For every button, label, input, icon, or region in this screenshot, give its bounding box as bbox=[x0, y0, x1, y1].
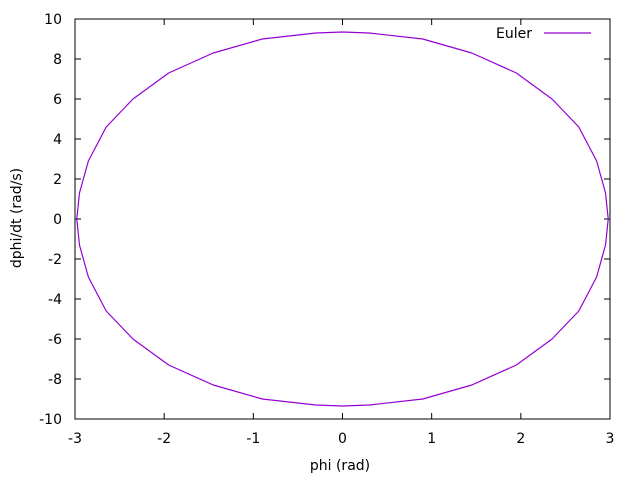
y-axis-label: dphi/dt (rad/s) bbox=[9, 168, 25, 268]
x-axis-label: phi (rad) bbox=[310, 458, 370, 474]
x-tick-label: 0 bbox=[338, 431, 347, 447]
series-layer bbox=[76, 31, 609, 407]
y-tick-label: 0 bbox=[53, 212, 62, 228]
plot-frame bbox=[74, 18, 611, 420]
y-tick-label: -2 bbox=[48, 252, 62, 268]
legend-label-euler: Euler bbox=[496, 26, 532, 42]
y-tick-label: 2 bbox=[53, 172, 62, 188]
y-tick-label: 8 bbox=[53, 52, 62, 68]
x-tick-label: -3 bbox=[68, 431, 82, 447]
x-tick-label: 3 bbox=[606, 431, 615, 447]
y-tick-label: -10 bbox=[39, 412, 62, 428]
y-tick-label: -8 bbox=[48, 372, 62, 388]
x-tick-label: 1 bbox=[427, 431, 436, 447]
y-tick-label: 6 bbox=[53, 92, 62, 108]
x-tick-label: -2 bbox=[157, 431, 171, 447]
y-tick-label: 10 bbox=[44, 12, 62, 28]
x-tick-label: 2 bbox=[516, 431, 525, 447]
y-tick-label: -6 bbox=[48, 332, 62, 348]
series-line-euler bbox=[76, 31, 609, 407]
y-tick-label: 4 bbox=[53, 132, 62, 148]
legend: Euler bbox=[496, 26, 591, 42]
x-tick-label: -1 bbox=[246, 431, 260, 447]
y-tick-label: -4 bbox=[48, 292, 62, 308]
